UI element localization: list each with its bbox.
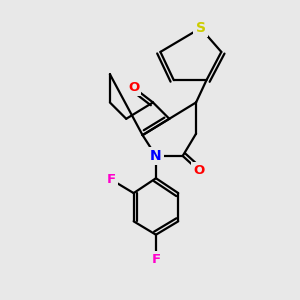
Text: S: S: [196, 21, 206, 35]
Text: F: F: [152, 254, 160, 266]
Text: N: N: [150, 149, 162, 163]
Text: O: O: [194, 164, 205, 177]
Text: F: F: [107, 173, 116, 186]
Text: O: O: [128, 81, 139, 94]
